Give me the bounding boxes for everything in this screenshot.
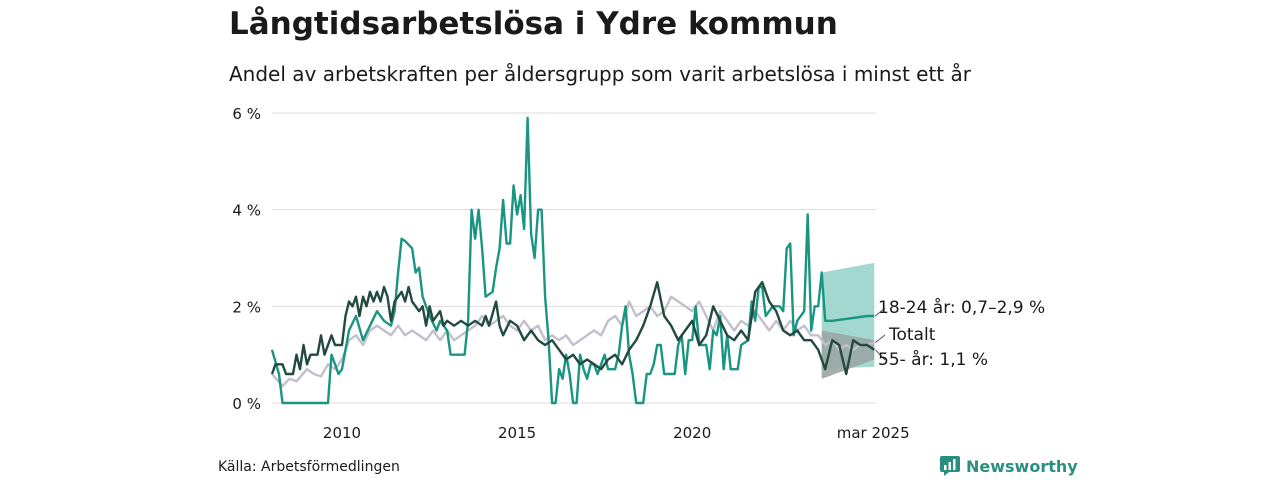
chart-title: Långtidsarbetslösa i Ydre kommun — [229, 6, 838, 42]
chart-subtitle: Andel av arbetskraften per åldersgrupp s… — [229, 62, 971, 86]
series-line — [270, 116, 875, 405]
brand-logo[interactable]: Newsworthy — [940, 456, 1078, 476]
x-tick-label: 2010 — [323, 424, 361, 442]
y-tick-label: 4 % — [232, 202, 261, 220]
source-note: Källa: Arbetsförmedlingen — [218, 459, 400, 475]
series-line — [271, 295, 875, 388]
y-tick-label: 2 % — [232, 298, 261, 316]
series-end-label: 55- år: 1,1 % — [878, 349, 988, 370]
x-tick-label: mar 2025 — [837, 424, 910, 442]
brand-name: Newsworthy — [966, 456, 1078, 476]
x-tick-label: 2015 — [498, 424, 536, 442]
series-line — [270, 281, 875, 376]
x-tick-label: 2020 — [673, 424, 711, 442]
bar-chart-icon — [940, 456, 960, 476]
y-tick-label: 6 % — [232, 105, 261, 123]
label-leader — [874, 349, 886, 361]
series-end-label: Totalt — [888, 325, 936, 345]
label-leader — [874, 334, 886, 343]
y-tick-label: 0 % — [232, 395, 261, 413]
label-leader — [874, 307, 886, 317]
series-end-label: 18-24 år: 0,7–2,9 % — [878, 297, 1045, 318]
